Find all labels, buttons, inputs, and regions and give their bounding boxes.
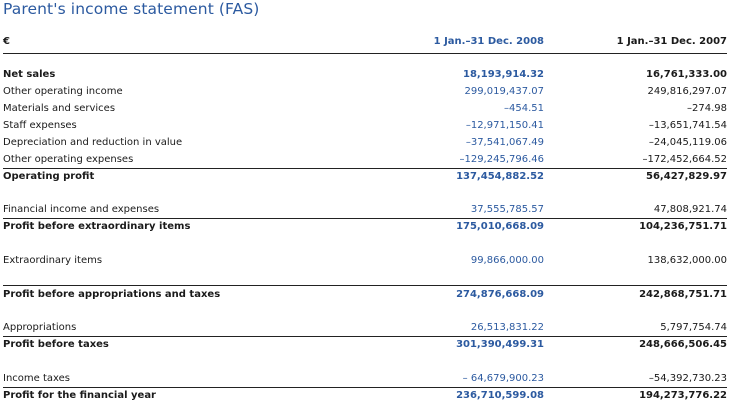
row-label: Profit before taxes (3, 339, 109, 350)
row-financial-income: Financial income and expenses 37,555,785… (3, 202, 727, 218)
row-label: Profit for the financial year (3, 390, 156, 401)
value-2008: –129,245,796.46 (459, 154, 544, 165)
row-appropriations: Appropriations 26,513,831.22 5,797,754.7… (3, 320, 727, 336)
table-header: € 1 Jan.–31 Dec. 2008 1 Jan.–31 Dec. 200… (3, 34, 727, 50)
subtotal-divider (3, 218, 727, 219)
row-other-operating-income: Other operating income 299,019,437.07 24… (3, 84, 727, 100)
row-materials-and-services: Materials and services –454.51 –274.98 (3, 101, 727, 117)
value-2008: 99,866,000.00 (470, 255, 544, 266)
row-label: Materials and services (3, 103, 116, 114)
value-2007: –13,651,741.54 (648, 120, 727, 131)
row-label: Net sales (3, 69, 56, 80)
row-label: Staff expenses (3, 120, 77, 131)
row-net-sales: Net sales 18,193,914.32 16,761,333.00 (3, 67, 727, 83)
row-profit-for-financial-year: Profit for the financial year 236,710,59… (3, 388, 727, 404)
value-2008: 137,454,882.52 (456, 171, 544, 182)
row-label: Other operating income (3, 86, 123, 97)
value-2007: –54,392,730.23 (648, 373, 727, 384)
value-2007: –172,452,664.52 (642, 154, 727, 165)
currency-label: € (3, 36, 10, 47)
value-2008: –37,541,067.49 (465, 137, 544, 148)
value-2007: 5,797,754.74 (660, 322, 727, 333)
value-2007: 194,273,776.22 (639, 390, 727, 401)
value-2008: 18,193,914.32 (463, 69, 544, 80)
value-2008: –454.51 (504, 103, 544, 114)
row-label: Financial income and expenses (3, 204, 160, 215)
column-header-2008: 1 Jan.–31 Dec. 2008 (433, 36, 544, 47)
value-2008: 236,710,599.08 (456, 390, 544, 401)
value-2007: 248,666,506.45 (639, 339, 727, 350)
value-2008: – 64,679,900.23 (462, 373, 544, 384)
value-2008: 299,019,437.07 (464, 86, 544, 97)
row-label: Profit before extraordinary items (3, 221, 191, 232)
value-2007: –24,045,119.06 (648, 137, 727, 148)
row-profit-before-appropriations: Profit before appropriations and taxes 2… (3, 287, 727, 303)
subtotal-divider (3, 387, 727, 388)
header-divider (3, 53, 727, 54)
row-income-taxes: Income taxes – 64,679,900.23 –54,392,730… (3, 371, 727, 387)
page-title: Parent's income statement (FAS) (3, 0, 260, 18)
value-2007: 47,808,921.74 (653, 204, 727, 215)
row-profit-before-extraordinary: Profit before extraordinary items 175,01… (3, 219, 727, 235)
row-label: Other operating expenses (3, 154, 134, 165)
subtotal-divider (3, 285, 727, 286)
value-2008: 26,513,831.22 (470, 322, 544, 333)
row-other-operating-expenses: Other operating expenses –129,245,796.46… (3, 152, 727, 168)
row-label: Appropriations (3, 322, 77, 333)
row-staff-expenses: Staff expenses –12,971,150.41 –13,651,74… (3, 118, 727, 134)
row-operating-profit: Operating profit 137,454,882.52 56,427,8… (3, 169, 727, 185)
row-label: Profit before appropriations and taxes (3, 289, 221, 300)
value-2007: 16,761,333.00 (646, 69, 727, 80)
value-2007: 56,427,829.97 (646, 171, 727, 182)
value-2007: 249,816,297.07 (647, 86, 727, 97)
value-2008: –12,971,150.41 (465, 120, 544, 131)
value-2008: 37,555,785.57 (470, 204, 544, 215)
row-label: Depreciation and reduction in value (3, 137, 183, 148)
row-label: Income taxes (3, 373, 70, 384)
value-2008: 274,876,668.09 (456, 289, 544, 300)
row-extraordinary-items: Extraordinary items 99,866,000.00 138,63… (3, 253, 727, 269)
row-label: Extraordinary items (3, 255, 103, 266)
subtotal-divider (3, 336, 727, 337)
row-profit-before-taxes: Profit before taxes 301,390,499.31 248,6… (3, 337, 727, 353)
value-2007: –274.98 (687, 103, 727, 114)
value-2007: 242,868,751.71 (639, 289, 727, 300)
subtotal-divider (3, 168, 727, 169)
value-2007: 104,236,751.71 (639, 221, 727, 232)
row-depreciation: Depreciation and reduction in value –37,… (3, 135, 727, 151)
value-2007: 138,632,000.00 (647, 255, 727, 266)
row-label: Operating profit (3, 171, 95, 182)
column-header-2007: 1 Jan.–31 Dec. 2007 (616, 36, 727, 47)
value-2008: 175,010,668.09 (456, 221, 544, 232)
value-2008: 301,390,499.31 (456, 339, 544, 350)
